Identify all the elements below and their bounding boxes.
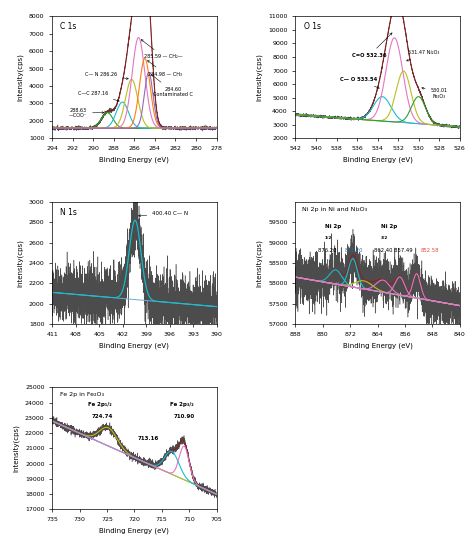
Text: N 1s: N 1s: [60, 208, 77, 217]
Text: 724.74: 724.74: [91, 414, 113, 420]
Text: 1/2: 1/2: [325, 236, 332, 240]
X-axis label: Binding Energy (eV): Binding Energy (eV): [100, 157, 169, 163]
Text: C=O 532.36: C=O 532.36: [352, 33, 392, 58]
Text: 284.98 — CH₃: 284.98 — CH₃: [147, 61, 182, 76]
Text: 3/2: 3/2: [381, 236, 388, 240]
Text: 285.59 — CH₂—: 285.59 — CH₂—: [141, 40, 182, 59]
Text: 530.01
Fe₂O₃: 530.01 Fe₂O₃: [422, 87, 448, 99]
Text: 862.40 857.49: 862.40 857.49: [374, 248, 415, 253]
Text: 531.47 Ni₂O₃: 531.47 Ni₂O₃: [407, 50, 439, 61]
Text: 284.60
Contaminated C: 284.60 Contaminated C: [151, 75, 193, 98]
Text: C— N 286.26: C— N 286.26: [85, 72, 128, 80]
Text: 713.16: 713.16: [137, 436, 159, 441]
Text: C— O 533.54: C— O 533.54: [340, 78, 379, 88]
Text: 288.63
—COO⁻: 288.63 —COO⁻: [69, 108, 104, 118]
Text: 400.40 C— N: 400.40 C— N: [138, 211, 189, 217]
Text: Fe 2p in Fe₂O₃: Fe 2p in Fe₂O₃: [60, 392, 104, 397]
Y-axis label: Intensity(cps): Intensity(cps): [256, 53, 263, 101]
Y-axis label: Intensity(cps): Intensity(cps): [13, 424, 19, 473]
Text: 710.90: 710.90: [174, 414, 195, 420]
Text: Fe 2p₃/₂: Fe 2p₃/₂: [171, 402, 194, 407]
Y-axis label: Intensity(cps): Intensity(cps): [17, 239, 23, 287]
Text: O 1s: O 1s: [304, 22, 320, 31]
X-axis label: Binding Energy (eV): Binding Energy (eV): [343, 342, 412, 349]
X-axis label: Binding Energy (eV): Binding Energy (eV): [100, 528, 169, 534]
Text: 852.58: 852.58: [420, 248, 439, 253]
Y-axis label: Intensity(cps): Intensity(cps): [256, 239, 263, 287]
X-axis label: Binding Energy (eV): Binding Energy (eV): [343, 157, 412, 163]
Text: Ni 2p in Ni and Ni₂O₃: Ni 2p in Ni and Ni₂O₃: [302, 207, 367, 212]
Text: 871.20: 871.20: [345, 248, 363, 253]
Text: Ni 2p: Ni 2p: [325, 224, 341, 229]
Text: C 1s: C 1s: [60, 22, 77, 31]
X-axis label: Binding Energy (eV): Binding Energy (eV): [100, 342, 169, 349]
Text: Ni 2p: Ni 2p: [381, 224, 397, 229]
Y-axis label: Intensity(cps): Intensity(cps): [17, 53, 23, 101]
Text: 876.20: 876.20: [319, 248, 338, 253]
Text: C—C 287.16: C—C 287.16: [78, 91, 119, 101]
Text: Fe 2p₁/₂: Fe 2p₁/₂: [88, 402, 112, 407]
